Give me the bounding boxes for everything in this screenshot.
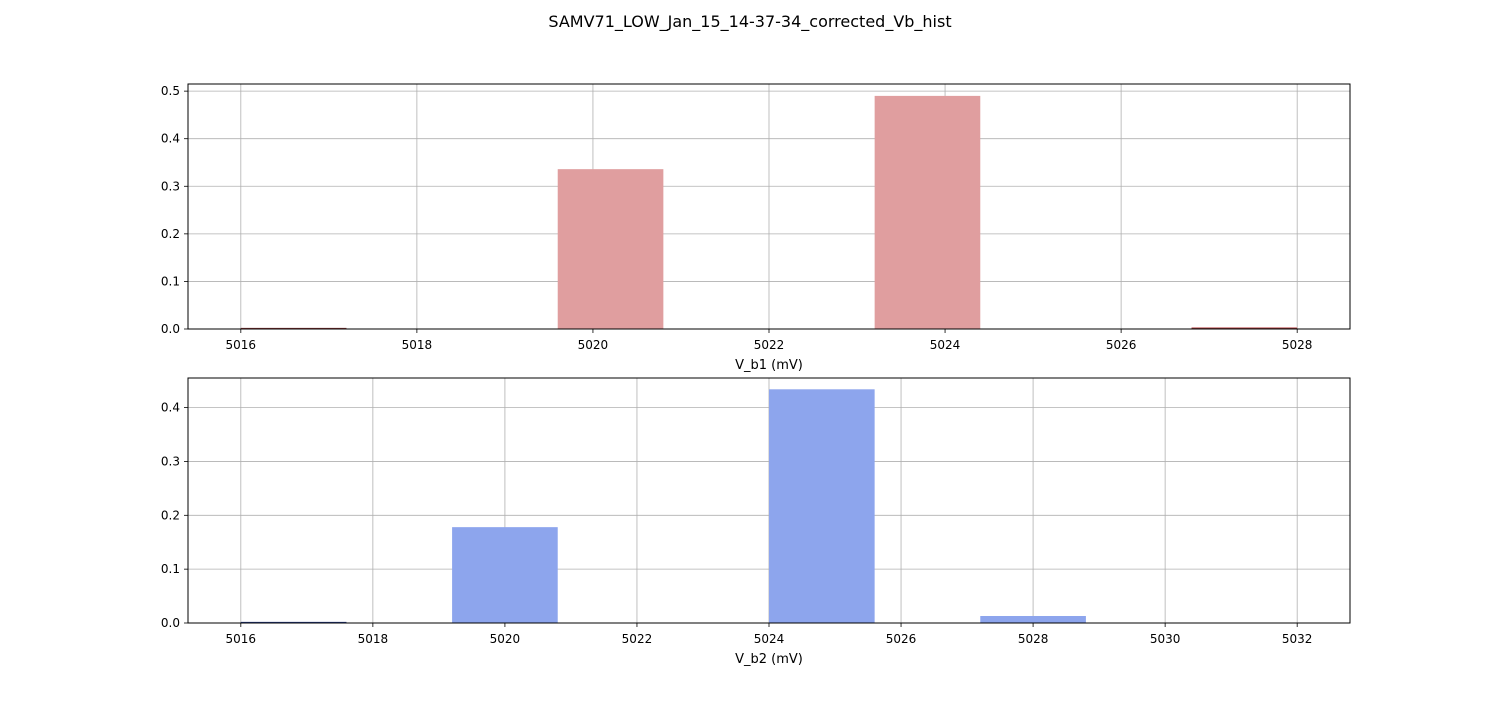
x-tick-label: 5022 bbox=[622, 632, 653, 646]
y-tick-label: 0.0 bbox=[161, 616, 180, 630]
x-tick-label: 5020 bbox=[490, 632, 521, 646]
x-tick-label: 5018 bbox=[402, 338, 433, 352]
y-tick-label: 0.4 bbox=[161, 132, 180, 146]
x-tick-label: 5028 bbox=[1018, 632, 1049, 646]
x-tick-label: 5018 bbox=[358, 632, 389, 646]
x-tick-label: 5030 bbox=[1150, 632, 1181, 646]
figure-title: SAMV71_LOW_Jan_15_14-37-34_corrected_Vb_… bbox=[548, 12, 952, 31]
histogram-bar bbox=[874, 95, 981, 329]
x-tick-label: 5024 bbox=[930, 338, 961, 352]
chart-panel-vb2: 5016 5018 5020 5022 5024 5026 5028 5030 5032 0.0 0… bbox=[161, 377, 1351, 667]
y-tick-label: 0.3 bbox=[161, 179, 180, 193]
histogram-bar bbox=[769, 389, 875, 623]
y-tick-label: 0.2 bbox=[161, 508, 180, 522]
y-tick-label: 0.5 bbox=[161, 84, 180, 98]
y-tick-label: 0.3 bbox=[161, 454, 180, 468]
y-tick-label: 0.0 bbox=[161, 322, 180, 336]
x-tick-label: 5020 bbox=[578, 338, 609, 352]
x-tick-label: 5032 bbox=[1282, 632, 1313, 646]
histogram-bar bbox=[452, 527, 558, 623]
x-tick-label: 5024 bbox=[754, 632, 785, 646]
x-tick-label: 5022 bbox=[754, 338, 785, 352]
y-tick-label: 0.2 bbox=[161, 227, 180, 241]
x-axis-label: V_b1 (mV) bbox=[735, 358, 803, 373]
x-tick-label: 5026 bbox=[886, 632, 917, 646]
chart-panel-vb1: 5016 5018 5020 5022 5024 5026 5028 0.0 0.1 0.2 0.3… bbox=[161, 83, 1351, 373]
x-tick-label: 5016 bbox=[226, 632, 257, 646]
y-tick-label: 0.4 bbox=[161, 401, 180, 415]
x-tick-label: 5028 bbox=[1282, 338, 1313, 352]
histogram-bar bbox=[557, 169, 664, 329]
y-tick-label: 0.1 bbox=[161, 562, 180, 576]
x-tick-label: 5016 bbox=[226, 338, 257, 352]
y-tick-label: 0.1 bbox=[161, 274, 180, 288]
x-axis-label: V_b2 (mV) bbox=[735, 652, 803, 667]
histogram-bar bbox=[980, 616, 1086, 623]
x-tick-label: 5026 bbox=[1106, 338, 1137, 352]
